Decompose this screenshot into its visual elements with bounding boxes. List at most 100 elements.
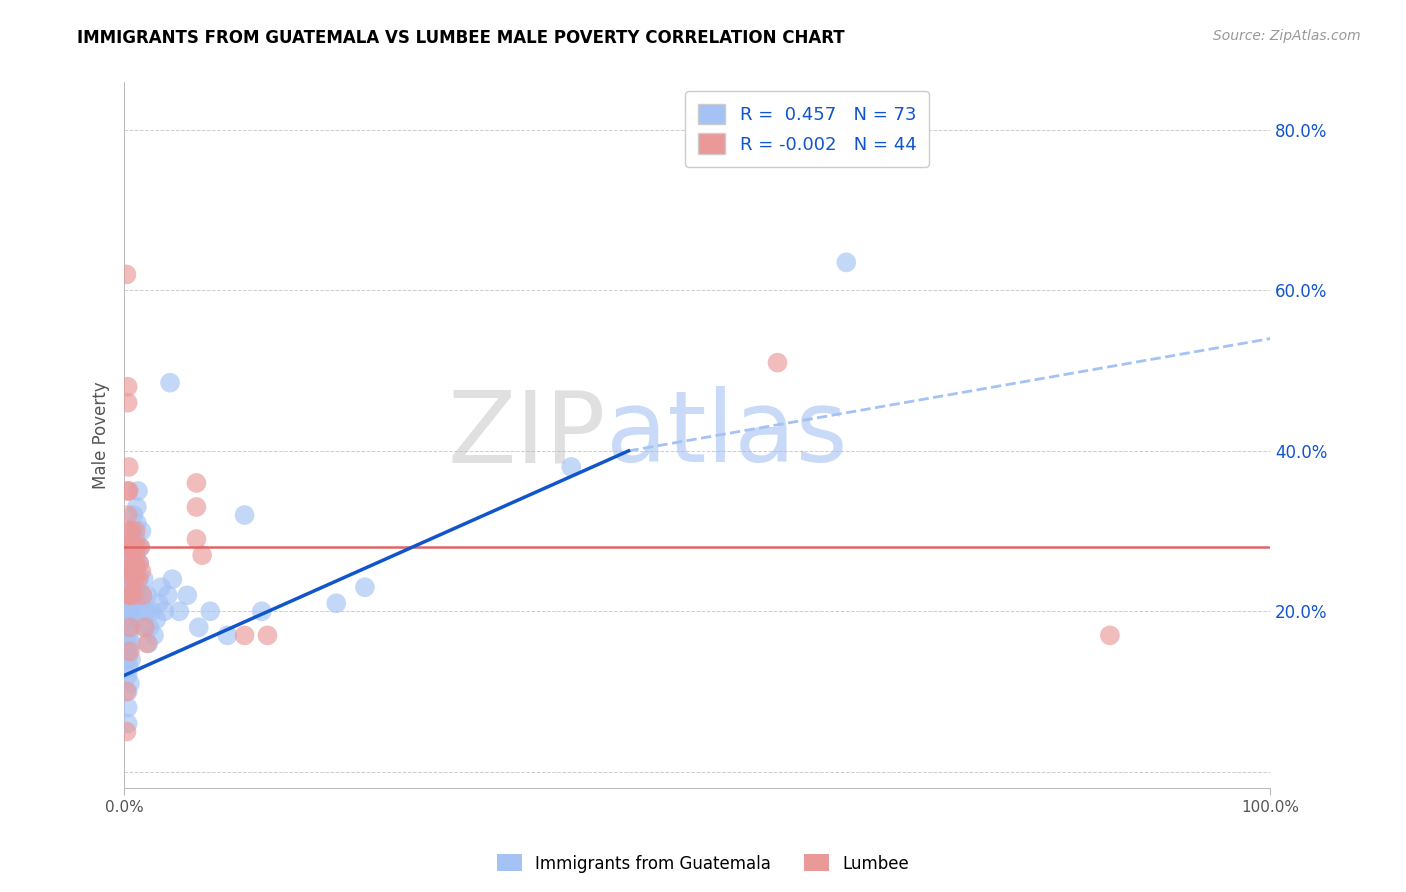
Point <box>128 556 150 570</box>
Point <box>127 483 149 498</box>
Point <box>125 516 148 530</box>
Point <box>128 572 150 586</box>
Point <box>135 604 157 618</box>
Point <box>125 500 148 514</box>
Point <box>124 540 146 554</box>
Point <box>122 612 145 626</box>
Point <box>124 580 146 594</box>
Point <box>118 540 141 554</box>
Point <box>560 459 582 474</box>
Point <box>131 588 153 602</box>
Point <box>141 604 163 618</box>
Point <box>835 255 858 269</box>
Point <box>187 620 209 634</box>
Point <box>122 556 145 570</box>
Point <box>162 572 184 586</box>
Point <box>131 588 153 602</box>
Point <box>186 500 208 514</box>
Point <box>118 580 141 594</box>
Point <box>128 556 150 570</box>
Point <box>125 556 148 570</box>
Point <box>125 540 148 554</box>
Point <box>766 356 789 370</box>
Point <box>149 580 172 594</box>
Point <box>117 620 139 634</box>
Point <box>256 628 278 642</box>
Point <box>121 572 143 586</box>
Point <box>117 556 139 570</box>
Point <box>117 380 139 394</box>
Point <box>117 508 139 522</box>
Point <box>117 700 139 714</box>
Point <box>118 596 141 610</box>
Point <box>198 604 221 618</box>
Point <box>118 612 141 626</box>
Point <box>120 652 142 666</box>
Point <box>125 532 148 546</box>
Point <box>176 588 198 602</box>
Point <box>121 588 143 602</box>
Point <box>118 524 141 538</box>
Point <box>1098 628 1121 642</box>
Point <box>148 596 170 610</box>
Point <box>124 572 146 586</box>
Point <box>354 580 377 594</box>
Point <box>127 572 149 586</box>
Point <box>115 268 138 282</box>
Point <box>118 459 141 474</box>
Point <box>153 604 176 618</box>
Point <box>132 572 155 586</box>
Point <box>134 620 156 634</box>
Point <box>120 524 142 538</box>
Point <box>122 588 145 602</box>
Point <box>131 564 153 578</box>
Point <box>138 620 160 634</box>
Point <box>117 540 139 554</box>
Point <box>118 644 141 658</box>
Point <box>117 716 139 731</box>
Point <box>121 572 143 586</box>
Point <box>136 588 159 602</box>
Point <box>127 588 149 602</box>
Text: ZIP: ZIP <box>447 386 606 483</box>
Point <box>121 556 143 570</box>
Point <box>118 564 141 578</box>
Point <box>131 524 153 538</box>
Point <box>250 604 273 618</box>
Point <box>118 660 141 674</box>
Point <box>118 564 141 578</box>
Point <box>115 684 138 698</box>
Point <box>217 628 239 642</box>
Point <box>233 628 256 642</box>
Point <box>117 588 139 602</box>
Point <box>117 604 139 618</box>
Point <box>143 628 166 642</box>
Point <box>122 540 145 554</box>
Point <box>117 668 139 682</box>
Point <box>118 620 141 634</box>
Point <box>118 556 141 570</box>
Point <box>125 548 148 562</box>
Point <box>191 548 214 562</box>
Legend: R =  0.457   N = 73, R = -0.002   N = 44: R = 0.457 N = 73, R = -0.002 N = 44 <box>685 91 929 167</box>
Point <box>118 628 141 642</box>
Y-axis label: Male Poverty: Male Poverty <box>93 381 110 489</box>
Point <box>186 532 208 546</box>
Point <box>186 475 208 490</box>
Point <box>117 684 139 698</box>
Point <box>117 572 139 586</box>
Point <box>125 564 148 578</box>
Point <box>131 604 153 618</box>
Point <box>118 483 141 498</box>
Point <box>122 508 145 522</box>
Point <box>167 604 190 618</box>
Point <box>122 524 145 538</box>
Point <box>117 636 139 650</box>
Point <box>117 652 139 666</box>
Point <box>159 376 181 390</box>
Point <box>118 588 141 602</box>
Point <box>325 596 347 610</box>
Text: IMMIGRANTS FROM GUATEMALA VS LUMBEE MALE POVERTY CORRELATION CHART: IMMIGRANTS FROM GUATEMALA VS LUMBEE MALE… <box>77 29 845 47</box>
Point <box>136 636 159 650</box>
Text: atlas: atlas <box>606 386 848 483</box>
